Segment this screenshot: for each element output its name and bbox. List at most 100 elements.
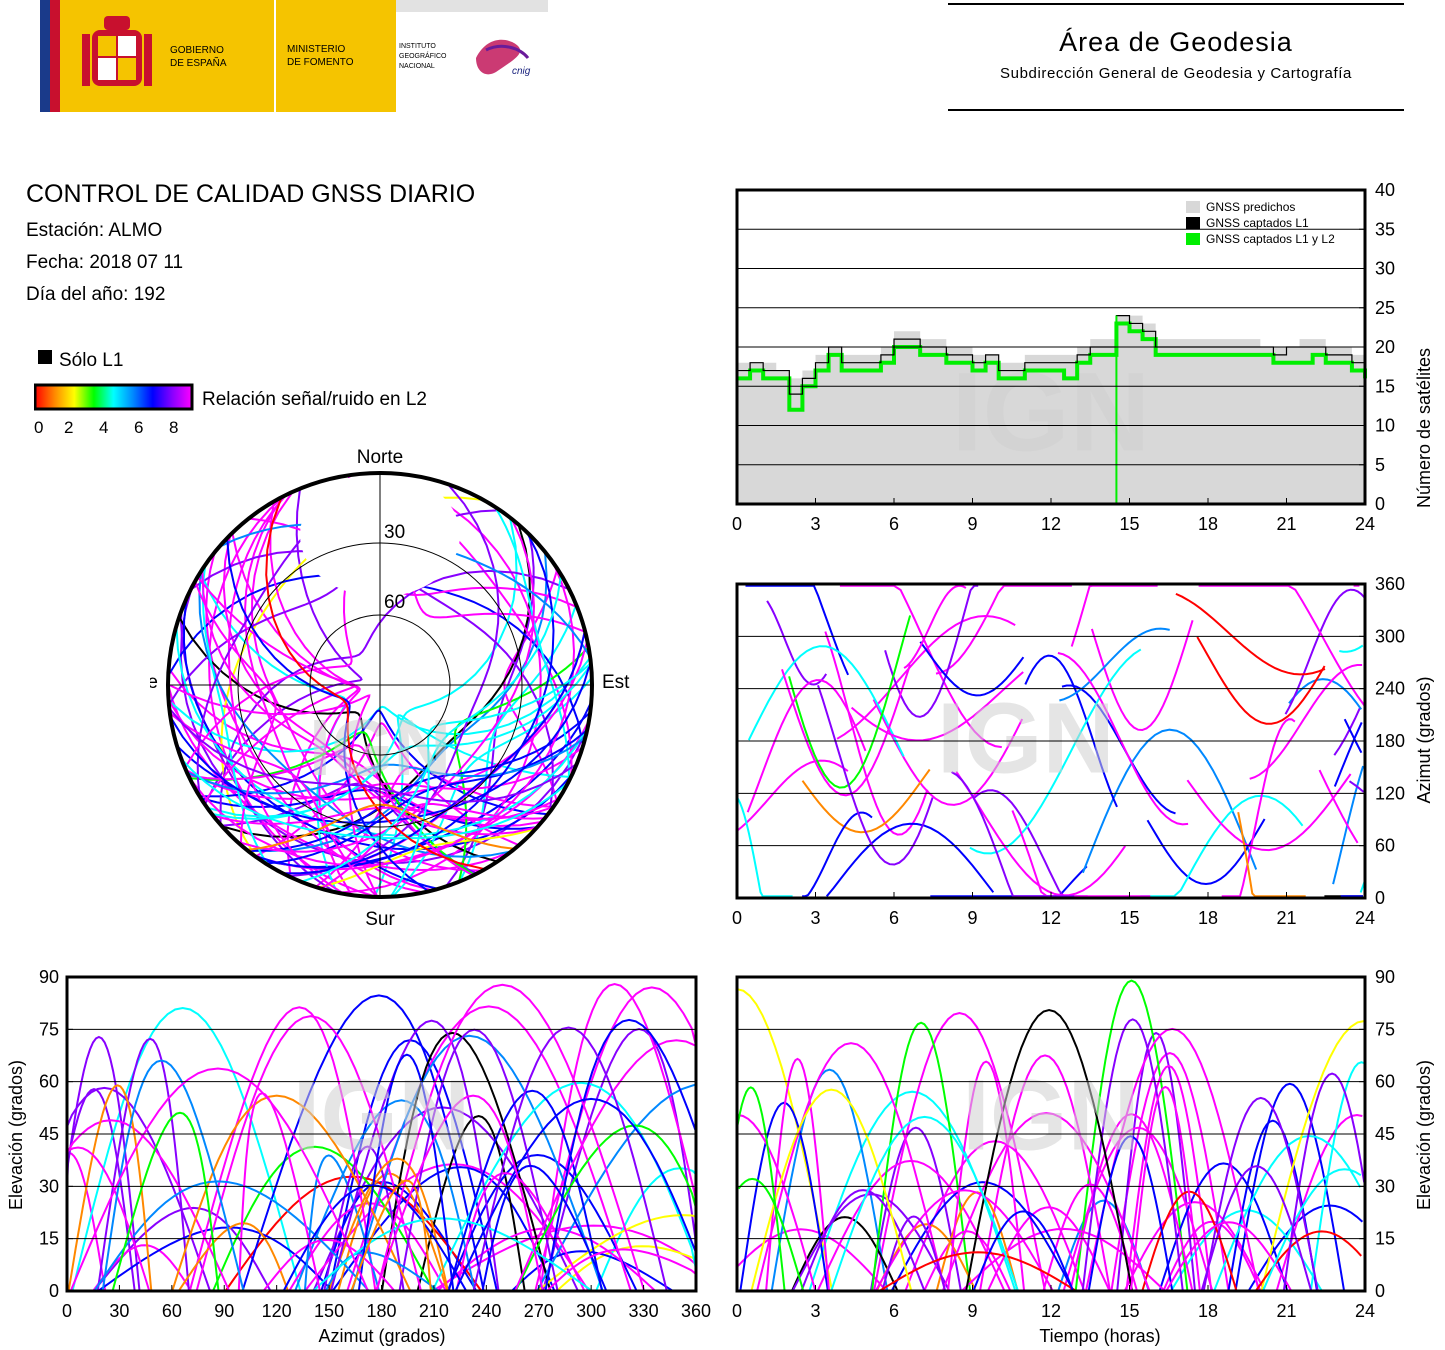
y-tick-label: 45 [39, 1124, 59, 1144]
elevation-azimuth-track [195, 1015, 422, 1292]
y-tick-label: 30 [1375, 259, 1395, 279]
y-tick-label: 0 [1375, 888, 1385, 908]
skyplot-track [254, 531, 555, 869]
azimuth-track [1284, 588, 1366, 715]
x-tick-label: 18 [1198, 908, 1218, 928]
ign-line2: GEOGRÁFICO [399, 51, 447, 60]
elevation-time-track [737, 1114, 817, 1292]
satellite-count-legend: GNSS predichos GNSS captados L1 GNSS cap… [1186, 200, 1335, 246]
x-tick-label: 210 [419, 1301, 449, 1321]
elevation-time-track [1123, 1201, 1266, 1292]
area-bottom-rule [948, 109, 1404, 111]
gov-line2: DE ESPAÑA [170, 56, 227, 69]
x-tick-label: 21 [1276, 908, 1296, 928]
x-tick-label: 21 [1276, 1301, 1296, 1321]
azimuth-time-plot: IGN [736, 584, 1366, 898]
elevation-time-track [972, 1210, 1075, 1292]
azimuth-track [872, 699, 1024, 806]
ign-watermark: IGN [962, 1060, 1140, 1172]
legend-l1l2-swatch [1186, 233, 1200, 245]
y-tick-label: 60 [1375, 1072, 1395, 1092]
skyplot-track [168, 707, 578, 803]
elevation-azimuth-axes: 0 15 30 45 60 75 90 0 30 60 90 120 150 180 210 240 270 30… [39, 967, 711, 1321]
skyplot-track [245, 551, 548, 853]
skyplot-track [211, 664, 592, 820]
ign-watermark: IGN [937, 682, 1115, 794]
x-tick-label: 6 [889, 1301, 899, 1321]
elevation-azimuth-track [511, 1250, 674, 1292]
azimuth-track [781, 664, 912, 797]
snr-tick-8: 8 [169, 418, 178, 437]
x-tick-label: 9 [967, 908, 977, 928]
x-tick-label: 240 [471, 1301, 501, 1321]
skyplot-track [226, 538, 430, 893]
station-info: CONTROL DE CALIDAD GNSS DIARIO Estación:… [26, 180, 475, 311]
coat-of-arms-icon [82, 16, 152, 86]
elevation-azimuth-track [96, 1037, 190, 1292]
legend-l1-swatch [1186, 217, 1200, 229]
elevation-time-track [871, 1021, 972, 1292]
elevation-azimuth-track [69, 1067, 369, 1292]
elevation-time-track [770, 1068, 889, 1292]
elevation-azimuth-track [536, 1214, 697, 1292]
elevation-azimuth-track [294, 1099, 476, 1292]
doy-line: Día del año: 192 [26, 284, 166, 305]
azimuth-track [1198, 584, 1366, 707]
station-line: Estación: ALMO [26, 220, 163, 241]
x-tick-label: 24 [1355, 514, 1375, 534]
y-tick-label: 30 [39, 1176, 59, 1196]
y-tick-label: 15 [1375, 1229, 1395, 1249]
elevation-azimuth-track [380, 1031, 552, 1292]
elevation-time-track [736, 1086, 786, 1292]
y-tick-label: 40 [1375, 180, 1395, 200]
elevation-azimuth-track [447, 1089, 603, 1292]
x-tick-label: 0 [732, 514, 742, 534]
plot-frame [735, 975, 1367, 1293]
skyplot-track [265, 496, 486, 871]
elevation-azimuth-track [101, 1059, 245, 1292]
ministerio-panel [276, 0, 396, 112]
x-tick-label: 15 [1119, 1301, 1139, 1321]
elevation-azimuth-track [188, 1006, 377, 1292]
snr-tick-4: 4 [99, 418, 108, 437]
elevation-azimuth-track [262, 1238, 396, 1292]
y-tick-label: 90 [1375, 967, 1395, 987]
elevation-time-track [1116, 1031, 1196, 1292]
ign-line3: NACIONAL [399, 63, 435, 70]
skyplot-track [389, 662, 592, 898]
azimuth-track [788, 615, 912, 789]
legend-predicted-label: GNSS predichos [1206, 200, 1295, 214]
azimuth-track [1318, 769, 1359, 844]
skyplot-track [201, 569, 538, 836]
elevation-azimuth-track [330, 1019, 500, 1292]
x-tick-label: 12 [1041, 514, 1061, 534]
azimuth-track [746, 679, 867, 813]
satellite-count-plot: IGN [737, 315, 1367, 504]
y-tick-label: 15 [39, 1229, 59, 1249]
skyplot-track [188, 744, 474, 877]
skyplot-track [196, 576, 357, 804]
x-tick-label: 300 [576, 1301, 606, 1321]
area-subtitle: Subdirección General de Geodesia y Carto… [1000, 65, 1352, 82]
elevation-azimuth-ylabel: Elevación (grados) [6, 1060, 26, 1210]
elevation-azimuth-track [416, 1114, 526, 1292]
azimuth-track [766, 600, 828, 686]
elevation-time-track [765, 1057, 830, 1292]
satellite-count-ylabel: Número de satélites [1414, 348, 1434, 508]
x-tick-label: 270 [524, 1301, 554, 1321]
skyplot-track [300, 574, 563, 883]
azimuth-time-axes: 0 60 120 180 240 300 360 0 3 6 9 12 15 18 21 24 [732, 574, 1405, 928]
elevation-time-track [790, 1216, 899, 1292]
snr-legend: Sólo L1 Relación señal/ruido en L2 0 2 4… [34, 350, 427, 437]
x-tick-label: 6 [889, 908, 899, 928]
azimuth-track [969, 648, 1142, 855]
azimuth-track [1343, 718, 1363, 754]
skyplot-track [320, 802, 546, 890]
azimuth-track [745, 584, 850, 676]
skyplot-track [269, 501, 361, 896]
y-tick-label: 15 [1375, 376, 1395, 396]
elevation-time-track [1309, 1061, 1366, 1292]
y-tick-label: 20 [1375, 337, 1395, 357]
elevation-azimuth-track [312, 1217, 593, 1292]
azimuth-track [1196, 636, 1326, 725]
